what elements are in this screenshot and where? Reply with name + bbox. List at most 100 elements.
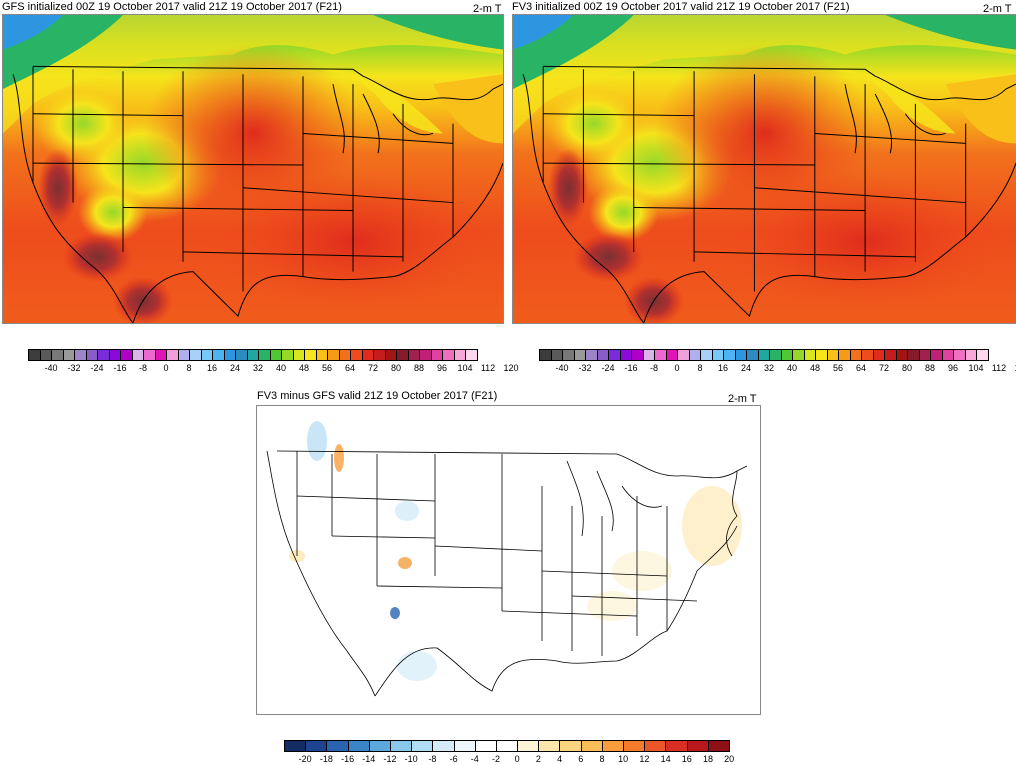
- colorbar-tick-label: 8: [697, 363, 703, 373]
- colorbar-swatch: [326, 740, 349, 752]
- colorbar-tick-label: 120: [1014, 363, 1016, 373]
- colorbar-swatch: [538, 740, 561, 752]
- colorbar-tick-label: 72: [367, 363, 379, 373]
- colorbar-tick-label: -6: [449, 754, 458, 764]
- colorbar-tick-label: 32: [252, 363, 264, 373]
- colorbar-swatch: [411, 740, 434, 752]
- colorbar-tick-label: 96: [436, 363, 448, 373]
- colorbar-tick-label: 112: [480, 363, 496, 373]
- colorbar-tick-label: 104: [968, 363, 984, 373]
- colorbar-tick-label: -24: [90, 363, 104, 373]
- colorbar-tick-label: -16: [624, 363, 638, 373]
- colorbar-swatch: [665, 740, 688, 752]
- colorbar-tick-label: 88: [924, 363, 936, 373]
- colorbar-tick-label: 0: [163, 363, 169, 373]
- colorbar-tick-label: -16: [341, 754, 355, 764]
- colorbar-tick-label: 8: [599, 754, 605, 764]
- colorbar-tick-label: 72: [878, 363, 890, 373]
- colorbar-tick-label: 2: [535, 754, 541, 764]
- colorbar-swatch: [644, 740, 667, 752]
- colorbar-labels: -40 -32 -24 -16 -8 0 8 16 24 32 40 48 56 64 72 80 88 96 10…: [28, 361, 518, 373]
- colorbar-tick-label: 0: [674, 363, 680, 373]
- colorbar-swatch: [559, 740, 582, 752]
- colorbar-tick-label: 20: [724, 754, 735, 764]
- colorbar-swatch: [517, 740, 540, 752]
- colorbar-tick-label: -18: [319, 754, 333, 764]
- colorbar-swatch: [686, 740, 709, 752]
- colorbar-tick-label: 6: [578, 754, 584, 764]
- colorbar-tick-label: 56: [321, 363, 333, 373]
- colorbar-tick-label: 48: [809, 363, 821, 373]
- colorbar-tick-label: 120: [503, 363, 519, 373]
- colorbar-tick-label: -8: [428, 754, 437, 764]
- colorbar-swatch: [368, 740, 391, 752]
- colorbar-tick-label: 32: [763, 363, 775, 373]
- colorbar-labels: -20 -18 -16 -14 -12 -10 -8 -6 -4 -2 0 2 4 6 8 10 12 14 16 1…: [284, 752, 735, 764]
- colorbar-tick-label: 12: [639, 754, 650, 764]
- colorbar-tick-label: 64: [855, 363, 867, 373]
- colorbar-swatch: [474, 740, 497, 752]
- colorbar-swatch: [305, 740, 328, 752]
- difference-map: [256, 405, 761, 715]
- colorbar-tick-label: -8: [138, 363, 148, 373]
- colorbar-tick-label: 40: [275, 363, 287, 373]
- colorbar-swatch: [347, 740, 370, 752]
- colorbar-swatches: [284, 740, 730, 752]
- colorbar-tick-label: -40: [44, 363, 58, 373]
- colorbar-swatch: [707, 740, 730, 752]
- colorbar-tick-label: 40: [786, 363, 798, 373]
- colorbar-tick-label: 104: [457, 363, 473, 373]
- colorbar-tick-label: -20: [298, 754, 312, 764]
- colorbar-tick-label: 18: [702, 754, 714, 764]
- colorbar-tick-label: 24: [740, 363, 752, 373]
- colorbar-tick-label: -10: [404, 754, 418, 764]
- fv3-panel-variable-label: 2-m T: [983, 3, 1012, 15]
- colorbar-tick-label: 16: [206, 363, 218, 373]
- colorbar-swatch: [601, 740, 624, 752]
- gfs-temperature-map: [2, 14, 504, 324]
- colorbar-tick-label: 80: [901, 363, 913, 373]
- fv3-temperature-map: [512, 14, 1016, 324]
- colorbar-tick-label: 16: [681, 754, 692, 764]
- colorbar-swatch: [495, 740, 519, 752]
- colorbar-tick-label: 48: [298, 363, 310, 373]
- gfs-temperature-colorbar: -40 -32 -24 -16 -8 0 8 16 24 32 40 48 56 64 72 80 88 96 10…: [28, 349, 519, 373]
- colorbar-tick-label: 24: [229, 363, 241, 373]
- colorbar-tick-label: -12: [383, 754, 397, 764]
- colorbar-tick-label: -32: [578, 363, 592, 373]
- colorbar-swatch: [453, 740, 476, 752]
- colorbar-swatch: [976, 349, 989, 361]
- colorbar-tick-label: 96: [947, 363, 959, 373]
- colorbar-labels: -40 -32 -24 -16 -8 0 8 16 24 32 40 48 56 64 72 80 88 96 10…: [539, 361, 1016, 373]
- colorbar-swatches: [28, 349, 478, 361]
- difference-colorbar: -20 -18 -16 -14 -12 -10 -8 -6 -4 -2 0 2 4 6 8 10 12 14 16 1…: [284, 740, 735, 764]
- colorbar-swatches: [539, 349, 989, 361]
- colorbar-swatch: [623, 740, 646, 752]
- colorbar-tick-label: -24: [601, 363, 615, 373]
- colorbar-swatch: [432, 740, 455, 752]
- colorbar-tick-label: -16: [113, 363, 127, 373]
- fv3-temperature-colorbar: -40 -32 -24 -16 -8 0 8 16 24 32 40 48 56 64 72 80 88 96 10…: [539, 349, 1016, 373]
- colorbar-tick-label: 80: [390, 363, 402, 373]
- colorbar-swatch: [580, 740, 603, 752]
- colorbar-tick-label: -8: [649, 363, 659, 373]
- colorbar-tick-label: 64: [344, 363, 356, 373]
- colorbar-tick-label: -4: [470, 754, 479, 764]
- colorbar-tick-label: -2: [491, 754, 501, 764]
- gfs-panel-title: GFS initialized 00Z 19 October 2017 vali…: [2, 1, 342, 13]
- colorbar-tick-label: 56: [832, 363, 844, 373]
- colorbar-swatch: [389, 740, 413, 752]
- colorbar-tick-label: 88: [413, 363, 425, 373]
- colorbar-tick-label: 8: [186, 363, 192, 373]
- colorbar-tick-label: 10: [618, 754, 629, 764]
- colorbar-tick-label: 112: [991, 363, 1007, 373]
- colorbar-tick-label: 16: [717, 363, 729, 373]
- difference-panel-title: FV3 minus GFS valid 21Z 19 October 2017 …: [257, 390, 498, 402]
- colorbar-tick-label: -40: [555, 363, 569, 373]
- fv3-panel-title: FV3 initialized 00Z 19 October 2017 vali…: [512, 1, 850, 13]
- colorbar-tick-label: 14: [660, 754, 671, 764]
- colorbar-tick-label: -14: [362, 754, 376, 764]
- colorbar-swatch: [465, 349, 478, 361]
- gfs-panel-variable-label: 2-m T: [473, 3, 502, 15]
- difference-panel-variable-label: 2-m T: [728, 393, 757, 405]
